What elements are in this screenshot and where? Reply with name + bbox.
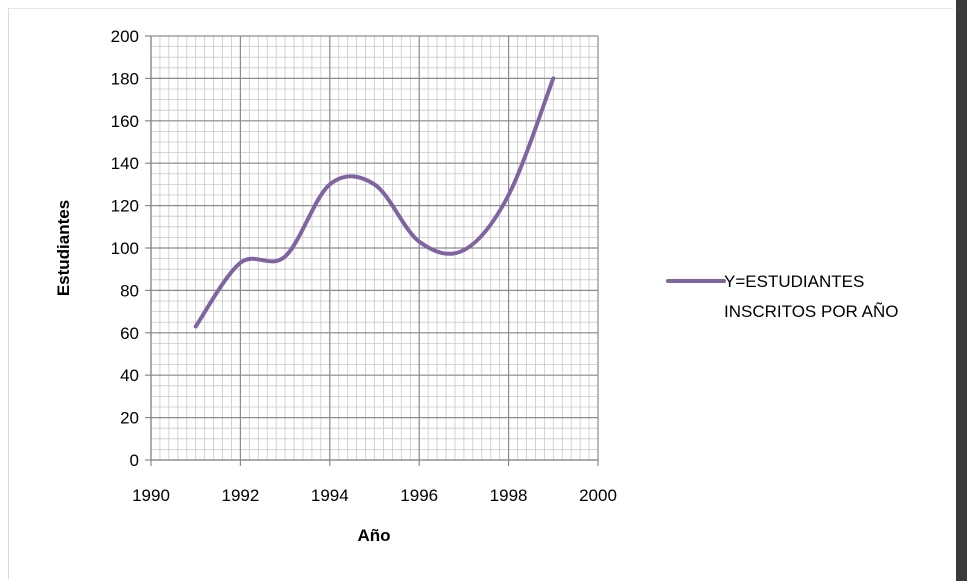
chart-area-border [8,8,953,579]
legend-label-line2: INSCRITOS POR AÑO [724,302,898,321]
window-edge [956,0,967,581]
y-tick-label: 60 [120,324,139,343]
y-tick-label: 0 [130,451,139,470]
y-tick-label: 200 [111,27,139,46]
y-tick-label: 140 [111,154,139,173]
series-line [193,76,556,329]
legend: Y=ESTUDIANTES INSCRITOS POR AÑO [666,272,898,321]
x-tick-label: 1998 [490,486,528,505]
y-tick-label: 80 [120,281,139,300]
x-tick-label: 1992 [221,486,259,505]
y-tick-label: 20 [120,409,139,428]
y-tick-label: 100 [111,239,139,258]
y-axis-label: Estudiantes [54,200,73,296]
axes [145,35,599,466]
x-axis-label: Año [357,526,390,545]
y-tick-label: 40 [120,366,139,385]
x-tick-label: 2000 [579,486,617,505]
y-tick-label: 180 [111,69,139,88]
legend-label-line1: Y=ESTUDIANTES [724,272,864,291]
x-tick-label: 1994 [311,486,349,505]
x-tick-label: 1996 [400,486,438,505]
y-tick-label: 160 [111,112,139,131]
x-tick-label: 1990 [132,486,170,505]
series-layer [193,76,556,329]
y-tick-label: 120 [111,197,139,216]
legend-label: Y=ESTUDIANTES INSCRITOS POR AÑO [724,272,898,321]
tick-labels: 0 20 40 60 80 100 120 140 160 180 200 1990 1992 1994 1… [111,27,617,505]
